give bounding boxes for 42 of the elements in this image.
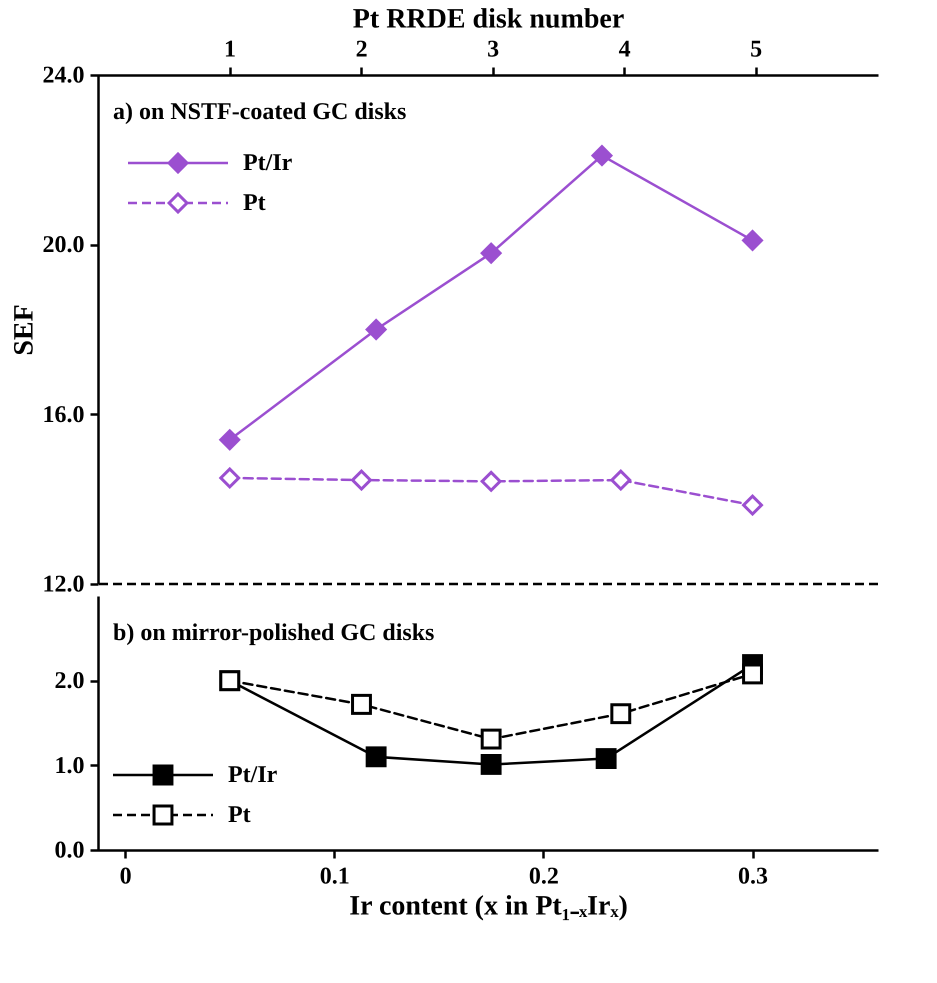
- point: [366, 746, 387, 768]
- x2-tick-label: 1: [224, 36, 236, 62]
- legend-label: Pt/Ir: [228, 762, 278, 788]
- point: [366, 319, 387, 340]
- y-tick-label: 24.0: [42, 62, 84, 88]
- y-tick-label: 0.0: [54, 838, 84, 864]
- legend-label: Pt: [228, 802, 251, 828]
- point: [219, 468, 240, 488]
- point: [742, 663, 763, 684]
- point: [480, 242, 502, 264]
- x-tick-label: 0.1: [320, 864, 350, 890]
- legend-label: Pt: [243, 190, 266, 216]
- x-tick-label: 0.2: [528, 864, 559, 890]
- point: [351, 694, 372, 715]
- point: [480, 470, 502, 492]
- y-tick-label: 1.0: [54, 752, 84, 779]
- x-tick-label: 0: [120, 864, 132, 890]
- x2-tick-label: 5: [750, 36, 762, 62]
- y-tick-label: 12.0: [42, 572, 84, 598]
- point: [480, 754, 502, 775]
- point: [592, 145, 612, 166]
- x2-tick-label: 4: [618, 36, 631, 62]
- annotation: b) on mirror-polished GC disks: [113, 620, 434, 646]
- x-axis-title: Ir content (x in Pt₁₋ₓIrₓ): [349, 890, 628, 922]
- point: [219, 429, 240, 450]
- point: [351, 470, 372, 491]
- x2-axis-title: Pt RRDE disk number: [352, 4, 624, 34]
- y-tick-label: 20.0: [42, 232, 84, 258]
- point: [610, 470, 632, 491]
- y-axis-title: SEF: [8, 304, 40, 356]
- legend-label: Pt/Ir: [243, 150, 293, 176]
- x-tick-label: 0.3: [738, 864, 768, 890]
- y-tick-label: 16.0: [42, 402, 84, 428]
- y-tick-label: 2.0: [54, 668, 84, 694]
- x2-tick-label: 3: [487, 36, 500, 62]
- point: [596, 748, 617, 770]
- point: [742, 494, 763, 516]
- annotation: a) on NSTF-coated GC disks: [113, 99, 406, 125]
- x2-tick-label: 2: [356, 36, 368, 62]
- point: [480, 728, 502, 750]
- point: [742, 230, 763, 251]
- point: [610, 703, 632, 724]
